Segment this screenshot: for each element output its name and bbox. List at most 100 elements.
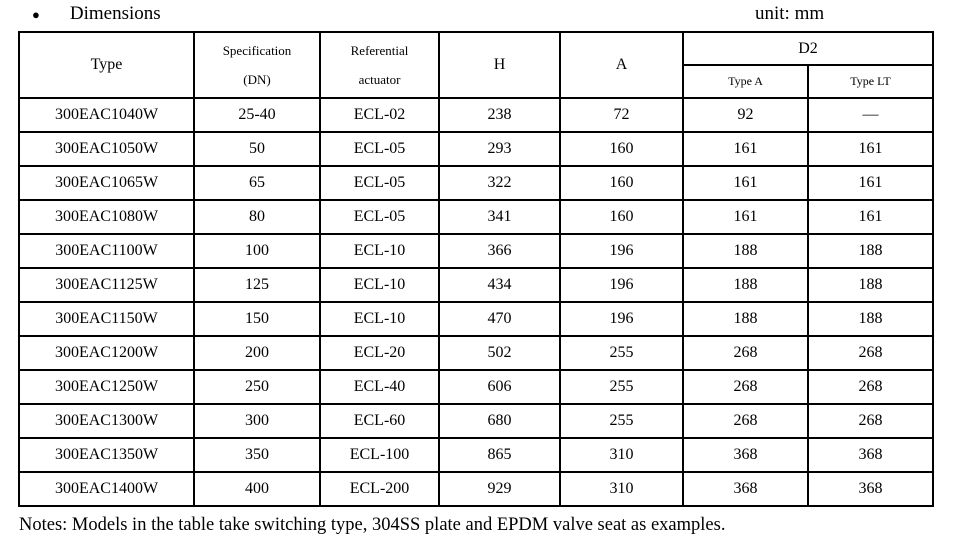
cell-d2-type-lt: 161 [807, 131, 934, 167]
cell-h: 341 [438, 199, 561, 235]
header-actuator: Referential actuator [319, 31, 440, 99]
cell-a: 72 [559, 97, 684, 133]
cell-d2-type-lt: 368 [807, 437, 934, 473]
cell-d2-type-a: 368 [682, 471, 809, 507]
cell-h: 929 [438, 471, 561, 507]
header-specification: Specification (DN) [193, 31, 321, 99]
header-d2-type-a: Type A [682, 64, 809, 99]
cell-d2-type-a: 161 [682, 199, 809, 235]
cell-type: 300EAC1200W [18, 335, 195, 371]
table-row: 300EAC1300W 300 ECL-60 680 255 268 268 [18, 403, 934, 439]
cell-d2-type-lt: 188 [807, 233, 934, 269]
cell-dn: 400 [193, 471, 321, 507]
cell-a: 310 [559, 471, 684, 507]
cell-d2-type-a: 161 [682, 165, 809, 201]
table-row: 300EAC1080W 80 ECL-05 341 160 161 161 [18, 199, 934, 235]
cell-dn: 125 [193, 267, 321, 303]
cell-dn: 80 [193, 199, 321, 235]
cell-d2-type-a: 188 [682, 233, 809, 269]
header-d2: D2 [682, 31, 934, 66]
table-row: 300EAC1200W 200 ECL-20 502 255 268 268 [18, 335, 934, 371]
cell-h: 238 [438, 97, 561, 133]
cell-type: 300EAC1040W [18, 97, 195, 133]
cell-dn: 150 [193, 301, 321, 337]
table-row: 300EAC1100W 100 ECL-10 366 196 188 188 [18, 233, 934, 269]
table-row: 300EAC1350W 350 ECL-100 865 310 368 368 [18, 437, 934, 473]
cell-actuator: ECL-10 [319, 233, 440, 269]
unit-label: unit: mm [755, 3, 825, 24]
table-row: 300EAC1150W 150 ECL-10 470 196 188 188 [18, 301, 934, 337]
dimensions-table: Type Specification (DN) Referential actu… [18, 31, 934, 507]
page-title: Dimensions [69, 3, 161, 24]
cell-type: 300EAC1100W [18, 233, 195, 269]
cell-actuator: ECL-05 [319, 131, 440, 167]
cell-type: 300EAC1150W [18, 301, 195, 337]
cell-dn: 250 [193, 369, 321, 405]
table-header: Type Specification (DN) Referential actu… [18, 31, 934, 99]
cell-d2-type-lt: 268 [807, 403, 934, 439]
cell-a: 160 [559, 165, 684, 201]
cell-d2-type-lt: 188 [807, 301, 934, 337]
cell-actuator: ECL-02 [319, 97, 440, 133]
cell-a: 310 [559, 437, 684, 473]
cell-dn: 350 [193, 437, 321, 473]
cell-h: 502 [438, 335, 561, 371]
table-row: 300EAC1065W 65 ECL-05 322 160 161 161 [18, 165, 934, 201]
cell-a: 255 [559, 369, 684, 405]
bullet-icon: ● [32, 6, 40, 22]
cell-d2-type-a: 188 [682, 267, 809, 303]
cell-dn: 25-40 [193, 97, 321, 133]
cell-type: 300EAC1125W [18, 267, 195, 303]
cell-actuator: ECL-05 [319, 165, 440, 201]
table-row: 300EAC1400W 400 ECL-200 929 310 368 368 [18, 471, 934, 507]
table-row: 300EAC1250W 250 ECL-40 606 255 268 268 [18, 369, 934, 405]
cell-h: 293 [438, 131, 561, 167]
cell-type: 300EAC1300W [18, 403, 195, 439]
cell-d2-type-a: 268 [682, 369, 809, 405]
cell-dn: 50 [193, 131, 321, 167]
cell-dn: 65 [193, 165, 321, 201]
cell-a: 196 [559, 301, 684, 337]
header-a: A [559, 31, 684, 99]
cell-d2-type-a: 188 [682, 301, 809, 337]
cell-type: 300EAC1065W [18, 165, 195, 201]
cell-d2-type-a: 161 [682, 131, 809, 167]
cell-d2-type-a: 268 [682, 335, 809, 371]
cell-h: 606 [438, 369, 561, 405]
cell-d2-type-a: 268 [682, 403, 809, 439]
cell-h: 434 [438, 267, 561, 303]
cell-h: 366 [438, 233, 561, 269]
header-specification-line2: (DN) [243, 72, 271, 87]
cell-h: 470 [438, 301, 561, 337]
table-body: 300EAC1040W 25-40 ECL-02 238 72 92 — 300… [18, 97, 934, 507]
table-row: 300EAC1050W 50 ECL-05 293 160 161 161 [18, 131, 934, 167]
cell-actuator: ECL-10 [319, 301, 440, 337]
cell-actuator: ECL-10 [319, 267, 440, 303]
cell-type: 300EAC1350W [18, 437, 195, 473]
cell-type: 300EAC1050W [18, 131, 195, 167]
cell-d2-type-lt: 161 [807, 165, 934, 201]
cell-d2-type-lt: — [807, 97, 934, 133]
cell-dn: 300 [193, 403, 321, 439]
cell-actuator: ECL-40 [319, 369, 440, 405]
header-h: H [438, 31, 561, 99]
cell-type: 300EAC1250W [18, 369, 195, 405]
cell-h: 865 [438, 437, 561, 473]
cell-actuator: ECL-200 [319, 471, 440, 507]
header-actuator-line2: actuator [358, 72, 401, 87]
cell-type: 300EAC1080W [18, 199, 195, 235]
cell-d2-type-a: 92 [682, 97, 809, 133]
section-heading: ● Dimensions [32, 2, 161, 26]
cell-d2-type-lt: 161 [807, 199, 934, 235]
cell-h: 680 [438, 403, 561, 439]
cell-a: 160 [559, 131, 684, 167]
header-type: Type [18, 31, 195, 99]
cell-d2-type-lt: 268 [807, 335, 934, 371]
cell-a: 255 [559, 335, 684, 371]
cell-a: 160 [559, 199, 684, 235]
cell-a: 196 [559, 267, 684, 303]
header-d2-type-lt: Type LT [807, 64, 934, 99]
cell-d2-type-a: 368 [682, 437, 809, 473]
table-row: 300EAC1040W 25-40 ECL-02 238 72 92 — [18, 97, 934, 133]
